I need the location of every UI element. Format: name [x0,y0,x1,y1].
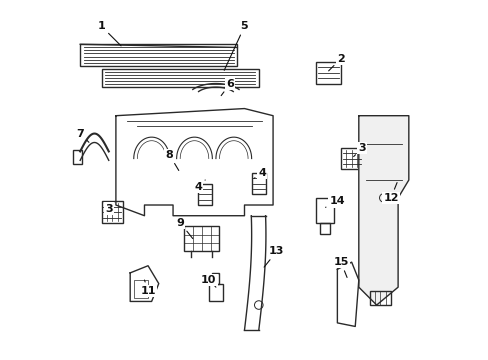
Bar [315,198,333,223]
Bar [212,273,219,284]
Text: 13: 13 [264,247,284,267]
Bar [198,184,212,205]
Text: 6: 6 [221,78,234,96]
Bar [73,150,82,164]
Text: 4: 4 [253,168,266,179]
Text: 5: 5 [224,21,248,70]
Text: 15: 15 [333,257,348,278]
Text: 1: 1 [98,21,121,46]
Bar [340,148,362,169]
Text: 7: 7 [76,129,89,142]
Bar [80,44,237,66]
Polygon shape [358,116,408,305]
Bar [251,173,265,194]
Text: 2: 2 [328,54,344,71]
Bar [315,62,340,84]
Bar [319,223,329,234]
Text: 8: 8 [165,150,179,171]
Bar [102,69,258,87]
Text: 3: 3 [105,203,112,213]
Bar [369,291,390,305]
Text: 3: 3 [353,143,366,157]
Bar [208,284,223,301]
Text: 12: 12 [383,183,398,203]
Text: 11: 11 [140,280,156,296]
Bar [183,226,219,251]
Bar [134,280,148,298]
Text: 4: 4 [194,180,205,192]
Bar [102,202,123,223]
Text: 9: 9 [176,218,192,239]
Text: 14: 14 [325,197,345,207]
Text: 10: 10 [201,275,216,287]
